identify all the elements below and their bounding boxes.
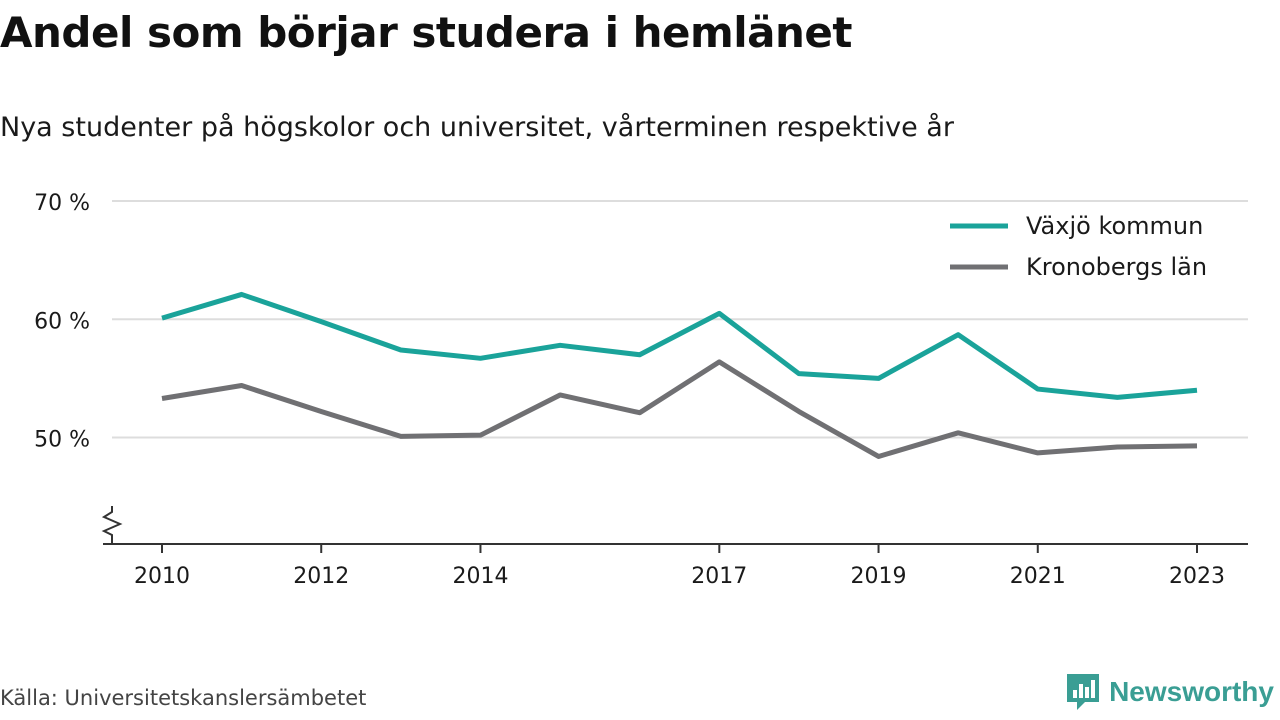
series-line-2 <box>161 359 1198 459</box>
legend: Växjö kommun Kronobergs län <box>950 212 1207 281</box>
x-tick-label: 2012 <box>293 564 349 589</box>
brand-name: Newsworthy <box>1109 676 1274 707</box>
legend-label: Kronobergs län <box>1026 253 1207 281</box>
x-tick-label: 2014 <box>452 564 508 589</box>
gridlines <box>112 200 1248 439</box>
page-title: Andel som börjar studera i hemlänet <box>0 8 853 57</box>
x-tick-label: 2017 <box>691 564 747 589</box>
y-tick-label: 70 % <box>34 191 90 216</box>
x-tick-label: 2010 <box>134 564 190 589</box>
x-axis-ticks: 2010 2012 2014 2017 2019 2021 2023 <box>134 544 1225 589</box>
x-axis <box>101 506 1248 545</box>
y-axis-ticks: 50 % 60 % 70 % <box>34 191 90 453</box>
bar-chart-speech-bubble-icon <box>1067 674 1100 710</box>
page-subtitle: Nya studenter på högskolor och universit… <box>0 112 954 143</box>
series-lines <box>161 291 1198 459</box>
legend-label: Växjö kommun <box>1026 212 1203 240</box>
x-tick-label: 2023 <box>1169 564 1225 589</box>
y-tick-label: 60 % <box>34 309 90 334</box>
axis-break-icon <box>101 506 123 544</box>
y-tick-label: 50 % <box>34 428 90 453</box>
series-line-1 <box>161 291 1198 400</box>
x-tick-label: 2019 <box>851 564 907 589</box>
brand-logo: Newsworthy <box>1065 672 1274 712</box>
x-tick-label: 2021 <box>1010 564 1066 589</box>
source-note: Källa: Universitetskanslersämbetet <box>0 686 367 710</box>
